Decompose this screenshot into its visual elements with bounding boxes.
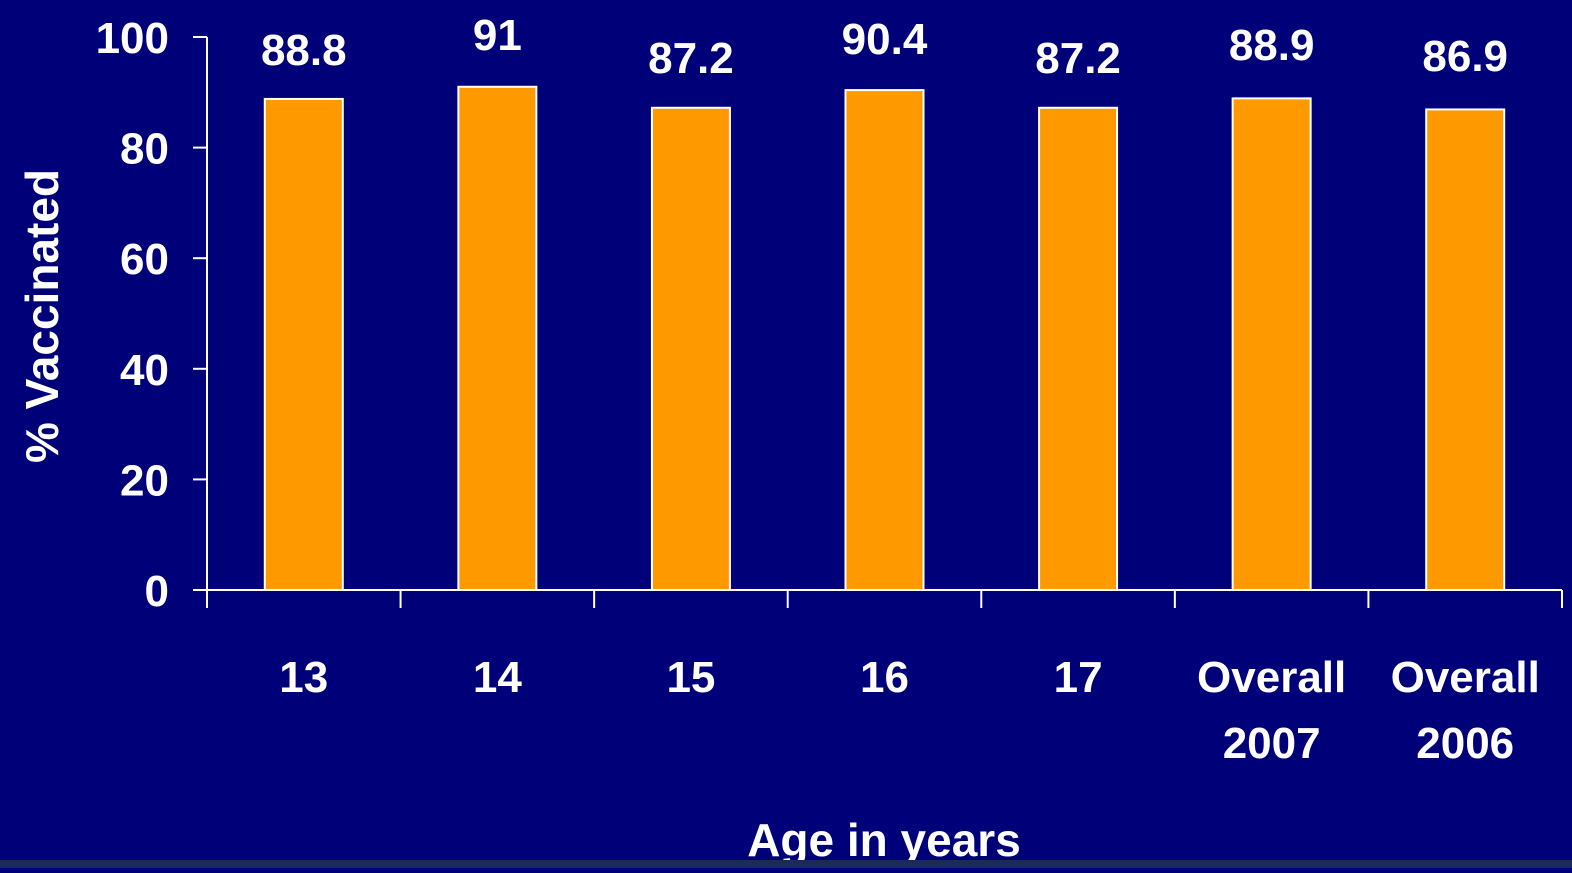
bar [457, 85, 538, 592]
y-tick-label: 60 [120, 235, 169, 284]
y-tick-label: 40 [120, 346, 169, 395]
x-tick-label: Overall 2007 [1197, 653, 1346, 768]
data-label: 87.2 [1035, 34, 1121, 83]
bar [844, 89, 925, 591]
x-axis: 13 14 15 16 17 Overall 2007 Overall 2006 [206, 589, 1563, 768]
x-tick-label: 16 [860, 653, 909, 702]
bar [263, 97, 344, 591]
x-axis-label: Age in years [747, 814, 1021, 866]
data-label: 90.4 [842, 15, 928, 64]
x-tick-label: 15 [666, 653, 715, 702]
data-label: 91 [473, 11, 522, 60]
y-tick-label: 0 [145, 567, 169, 616]
bottom-strip [0, 860, 1572, 868]
data-labels: 88.8 91 87.2 90.4 87.2 88.9 86.9 [261, 11, 1508, 83]
y-axis: 0 20 40 60 80 100 [96, 14, 208, 616]
x-tick-label: 14 [473, 653, 522, 702]
y-axis-label: % Vaccinated [16, 169, 68, 463]
y-tick-label: 100 [96, 14, 169, 63]
bar [1231, 97, 1312, 592]
bar [650, 106, 731, 591]
data-label: 87.2 [648, 34, 734, 83]
data-label: 86.9 [1422, 32, 1508, 81]
y-tick-label: 20 [120, 456, 169, 505]
bars [263, 85, 1506, 592]
x-tick-label: 17 [1054, 653, 1103, 702]
bar [1038, 106, 1119, 591]
data-label: 88.9 [1229, 21, 1315, 70]
x-tick-label: Overall 2006 [1391, 653, 1540, 768]
y-tick-label: 80 [120, 125, 169, 174]
x-tick-label: 13 [279, 653, 328, 702]
data-label: 88.8 [261, 26, 347, 75]
bar [1425, 108, 1506, 592]
